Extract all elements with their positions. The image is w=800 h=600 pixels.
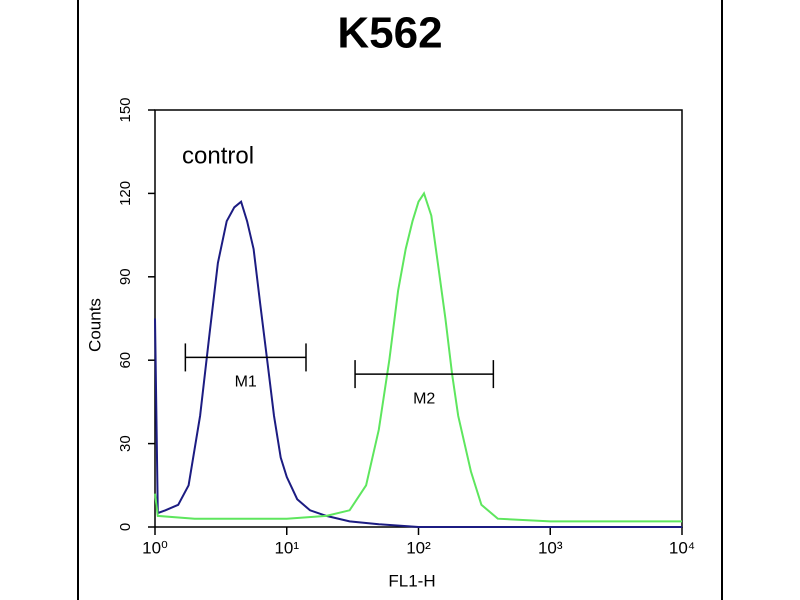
x-tick-label: 10³ [538, 538, 563, 557]
x-tick-label: 10⁰ [142, 538, 168, 557]
x-tick-label: 10⁴ [669, 538, 695, 557]
y-axis-label: Counts [85, 298, 104, 352]
y-tick-label: 90 [117, 268, 134, 285]
plot-frame [154, 109, 683, 528]
x-tick-label: 10² [406, 538, 431, 557]
x-axis-label: FL1-H [388, 571, 435, 590]
chart-title: K562 [337, 9, 442, 58]
histogram-line [154, 199, 682, 528]
gate-label: M1 [235, 374, 257, 391]
histogram-line [154, 191, 682, 523]
x-tick-label: 10¹ [274, 538, 299, 557]
y-tick-label: 0 [117, 523, 134, 531]
series-annotation: control [182, 142, 254, 169]
y-tick-label: 60 [117, 352, 134, 369]
y-tick-label: 150 [117, 97, 134, 122]
y-tick-label: 30 [117, 435, 134, 452]
y-tick-label: 120 [117, 181, 134, 206]
gate-label: M2 [413, 390, 435, 407]
